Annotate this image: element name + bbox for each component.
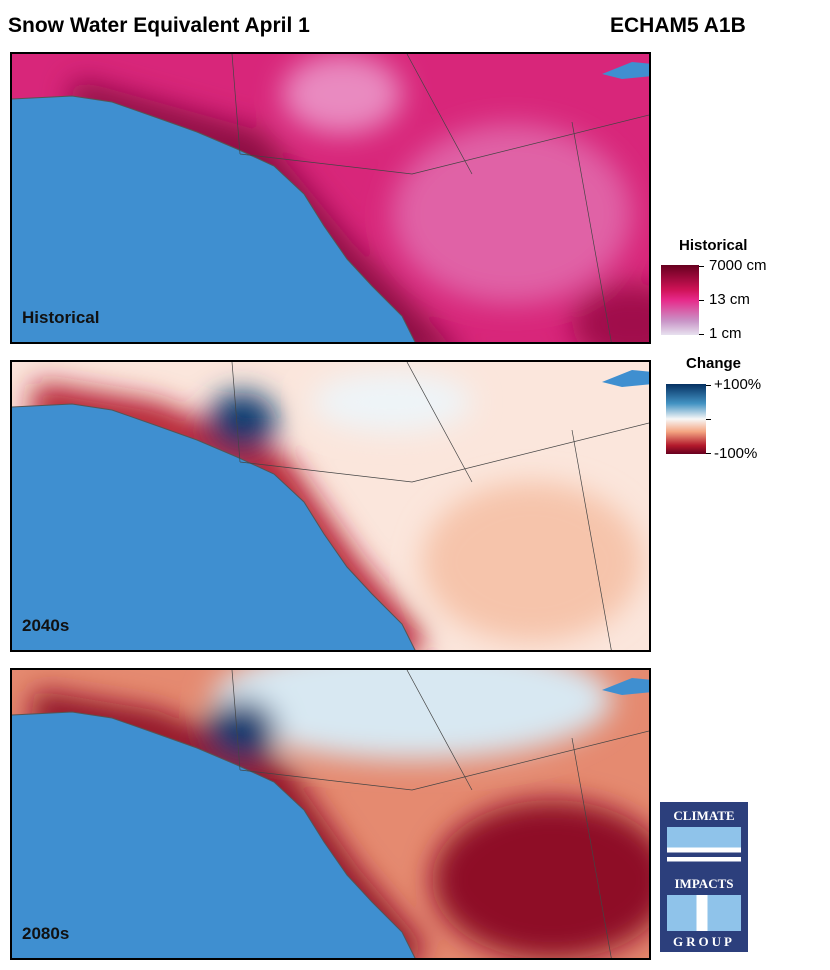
- legend-change-title: Change: [686, 355, 742, 372]
- climate-impacts-group-logo: CLIMATE IMPACTS GROUP: [660, 802, 748, 952]
- legend-historical-title: Historical: [679, 237, 748, 254]
- panel-label: Historical: [22, 308, 100, 327]
- map-panel-2080s: 2080s: [10, 668, 651, 960]
- panel-label: 2080s: [22, 924, 70, 943]
- legend-historical-colorbar: [661, 265, 699, 335]
- legend-tick: 1 cm: [709, 325, 742, 342]
- legend-tick: 13 cm: [709, 291, 750, 308]
- figure-title: Snow Water Equivalent April 1: [8, 14, 310, 37]
- map-panel-2040s: 2040s: [10, 360, 651, 652]
- legend-change-colorbar: [666, 384, 706, 454]
- legend-tick: -100%: [714, 445, 758, 462]
- legend-tick: +100%: [714, 376, 762, 393]
- map-panel-historical: Historical: [10, 52, 651, 344]
- legend-tick: 7000 cm: [709, 257, 767, 274]
- scenario-label: ECHAM5 A1B: [610, 14, 746, 37]
- panel-label: 2040s: [22, 616, 70, 635]
